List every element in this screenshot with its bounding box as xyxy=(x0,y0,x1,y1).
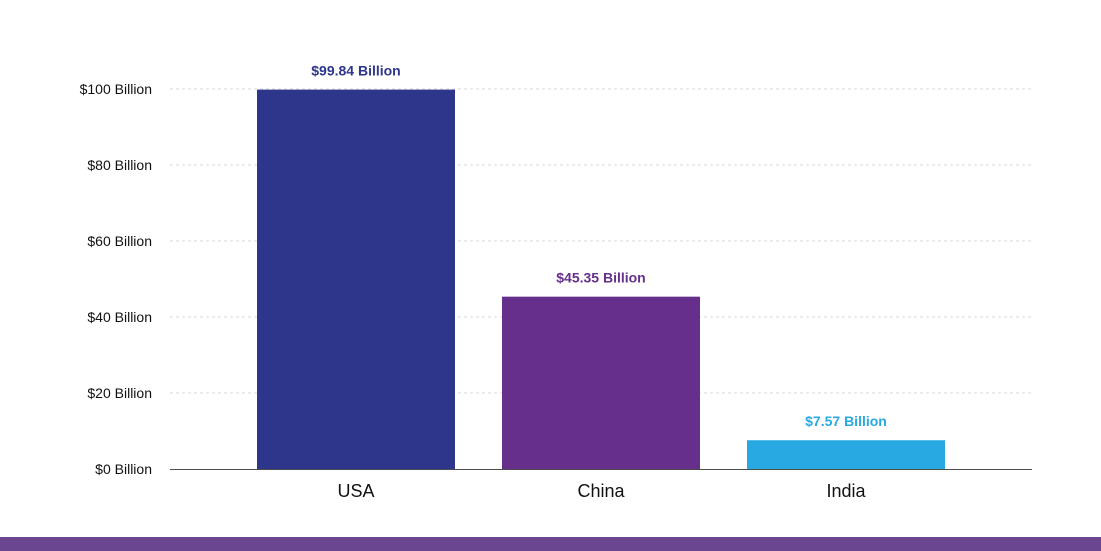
y-axis-tick-labels: $0 Billion $20 Billion $40 Billion $60 Bill… xyxy=(80,81,152,477)
category-label-usa: USA xyxy=(337,481,374,501)
bar-usa xyxy=(257,89,455,469)
x-axis-category-labels: USA China India xyxy=(337,481,866,501)
y-tick-label: $40 Billion xyxy=(87,309,152,325)
category-label-china: China xyxy=(577,481,625,501)
bar-china xyxy=(502,296,700,469)
data-label-india: $7.57 Billion xyxy=(805,413,887,429)
y-tick-label: $60 Billion xyxy=(87,233,152,249)
data-label-usa: $99.84 Billion xyxy=(311,63,400,79)
y-tick-label: $80 Billion xyxy=(87,157,152,173)
data-label-china: $45.35 Billion xyxy=(556,270,645,286)
data-labels: $99.84 Billion $45.35 Billion $7.57 Billio… xyxy=(311,63,887,430)
y-tick-label: $20 Billion xyxy=(87,385,152,401)
footer-band xyxy=(0,537,1101,551)
y-tick-label: $0 Billion xyxy=(95,461,152,477)
bars xyxy=(257,89,945,469)
bar-india xyxy=(747,440,945,469)
y-tick-label: $100 Billion xyxy=(80,81,152,97)
category-label-india: India xyxy=(826,481,866,501)
